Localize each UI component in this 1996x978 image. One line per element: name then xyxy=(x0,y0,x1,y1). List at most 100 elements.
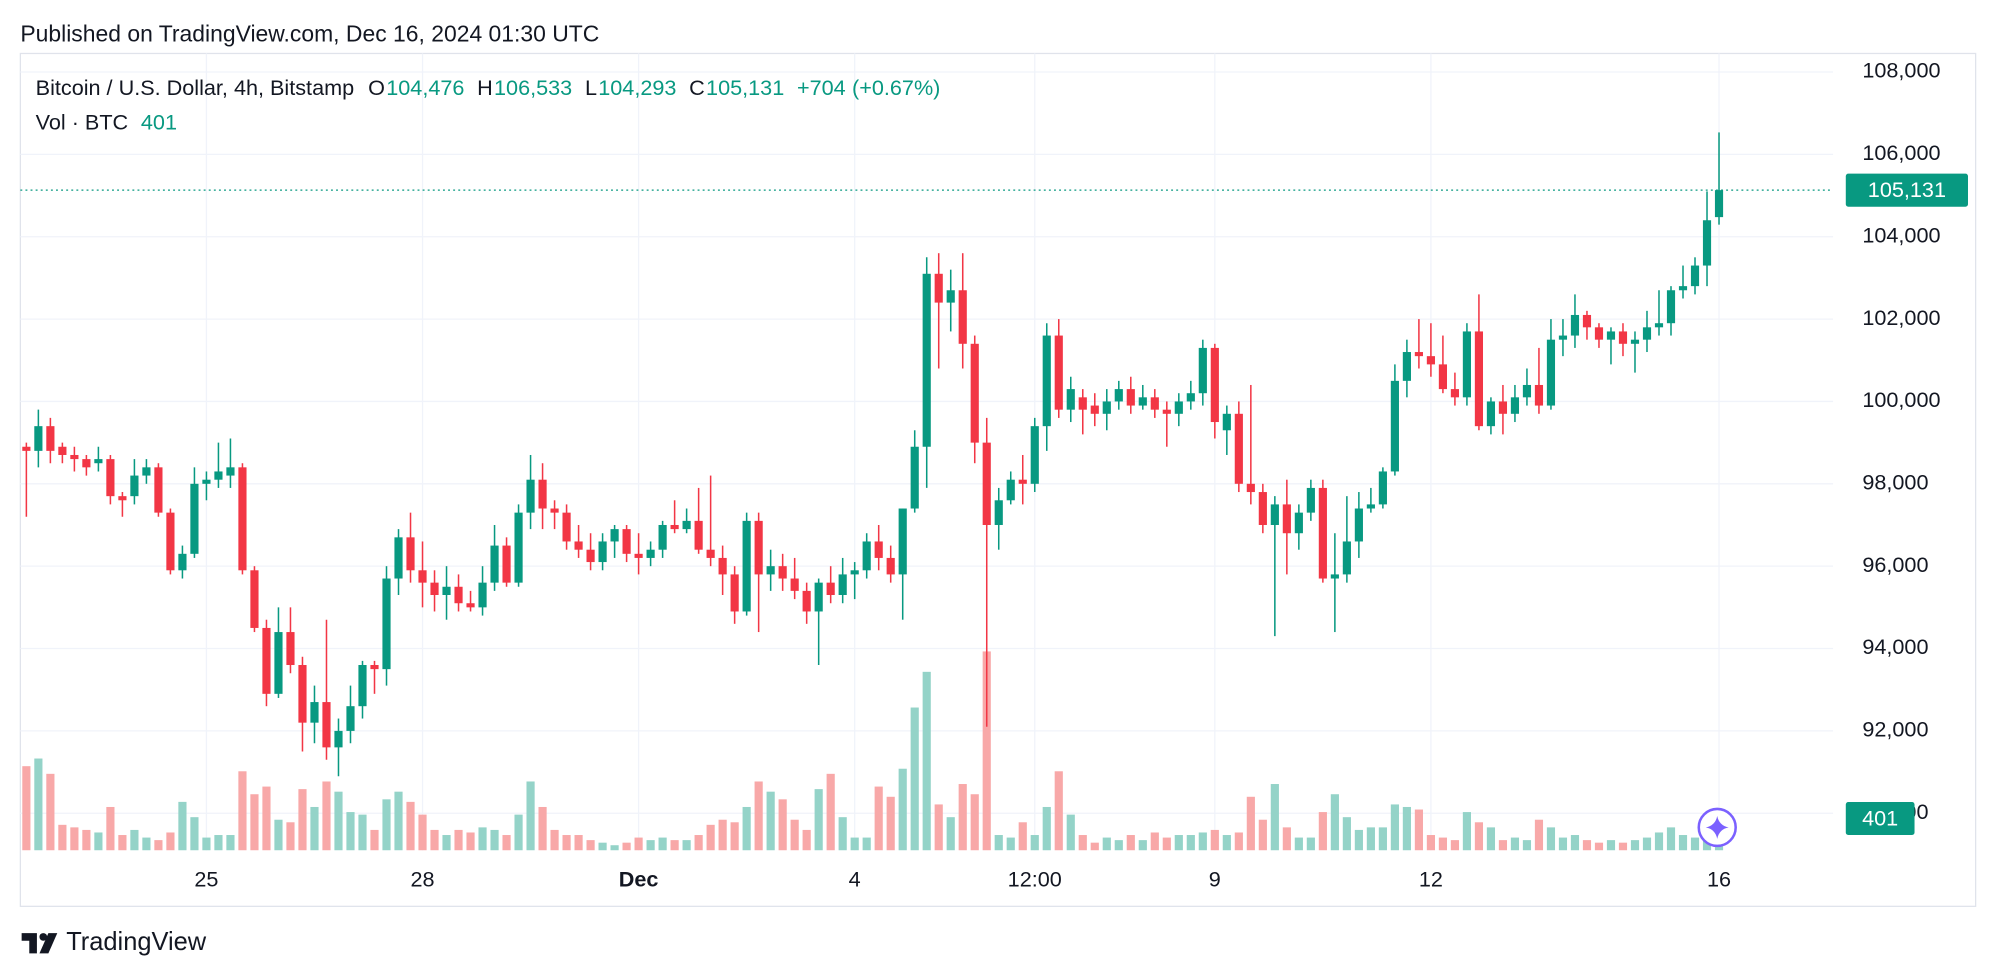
candle-body xyxy=(1654,323,1664,328)
logo-slash xyxy=(39,933,58,954)
volume-bar xyxy=(838,817,847,851)
x-tick-label: 16 xyxy=(1707,867,1731,892)
volume-value: 401 xyxy=(141,109,177,134)
volume-bar xyxy=(862,837,871,851)
volume-bar xyxy=(454,829,463,851)
volume-bar xyxy=(478,827,487,851)
candle-body xyxy=(970,343,979,443)
candle-body xyxy=(1618,331,1628,344)
volume-bar xyxy=(154,840,163,851)
volume-bar xyxy=(730,822,739,851)
candle-body xyxy=(622,529,631,554)
volume-bar xyxy=(298,789,307,851)
volume-bar xyxy=(850,837,859,851)
candle-body xyxy=(142,467,151,476)
candle-body xyxy=(1138,397,1147,406)
plot-area xyxy=(22,132,1724,851)
candle-body xyxy=(574,541,583,550)
volume-bar xyxy=(250,794,259,851)
volume-bar xyxy=(1102,837,1111,851)
volume-bar xyxy=(322,781,331,851)
ohlc-letter: H xyxy=(477,75,493,100)
volume-bar xyxy=(178,801,187,851)
x-tick-label: 4 xyxy=(849,867,861,892)
candle-body xyxy=(1258,492,1267,525)
legend-line: Bitcoin / U.S. Dollar, 4h, Bitstamp O104,… xyxy=(36,75,941,100)
candle-body xyxy=(1486,401,1496,427)
tradingview-logo: TradingView xyxy=(21,928,207,956)
volume-bar xyxy=(1138,840,1147,851)
volume-bar xyxy=(1006,837,1015,851)
volume-bar xyxy=(946,817,955,851)
candle-body xyxy=(130,475,139,497)
candle-body xyxy=(658,524,667,550)
volume-bar xyxy=(1294,837,1303,851)
y-tick-label: 104,000 xyxy=(1862,222,1940,247)
volume-label: 401 xyxy=(1862,805,1898,830)
volume-bar xyxy=(814,789,823,851)
volume-bar xyxy=(1570,835,1580,851)
volume-bar xyxy=(1306,837,1315,851)
volume-bar xyxy=(418,814,427,851)
volume-bar xyxy=(694,835,703,851)
volume-bar xyxy=(1198,832,1207,851)
candle-body xyxy=(1162,409,1171,414)
volume-bar xyxy=(1378,827,1387,851)
volume-bar xyxy=(766,791,775,851)
volume-bar xyxy=(598,842,607,851)
candle-body xyxy=(1522,384,1532,398)
candle-body xyxy=(1066,389,1075,410)
volume-bar xyxy=(502,835,511,851)
volume-bar xyxy=(538,806,547,851)
volume-bar xyxy=(562,835,571,851)
candle-body xyxy=(1030,426,1039,484)
volume-bar xyxy=(442,835,451,851)
candle-body xyxy=(1606,331,1616,340)
last-price-label: 105,131 xyxy=(1868,177,1946,202)
volume-bar xyxy=(646,840,655,851)
candle-body xyxy=(550,508,559,513)
volume-bar xyxy=(526,781,535,851)
volume-bar xyxy=(1354,829,1363,851)
volume-bar xyxy=(1414,809,1423,851)
volume-bar xyxy=(238,771,247,851)
candle-body xyxy=(274,632,283,694)
volume-bar xyxy=(1630,840,1640,851)
candle-body xyxy=(1342,541,1351,575)
volume-bar xyxy=(1678,835,1688,851)
candle-body xyxy=(1090,405,1099,414)
x-tick-label: 25 xyxy=(194,867,218,892)
ai-assistant-icon[interactable] xyxy=(1705,815,1729,839)
candle-body xyxy=(346,706,355,731)
volume-bar xyxy=(550,829,559,851)
candle-body xyxy=(166,512,175,571)
candle-body xyxy=(1270,504,1279,525)
x-tick-label: 9 xyxy=(1209,867,1221,892)
candle-body xyxy=(898,508,907,575)
candle-body xyxy=(874,541,883,558)
volume-bar xyxy=(1318,812,1327,851)
candle-body xyxy=(1594,327,1604,340)
volume-bar xyxy=(262,786,271,851)
candle-body xyxy=(454,586,463,604)
candle-body xyxy=(1174,401,1183,414)
ai-assistant-button[interactable] xyxy=(1697,807,1737,848)
volume-bar xyxy=(790,819,799,851)
ohlc-letter: C xyxy=(689,75,705,100)
candle-body xyxy=(730,574,739,612)
candle-body xyxy=(670,524,679,530)
candle-body xyxy=(1498,401,1508,414)
candle-body xyxy=(562,512,571,542)
volume-bar xyxy=(466,832,475,851)
candle-body xyxy=(1450,389,1459,398)
candle-body xyxy=(1186,393,1195,402)
candle-body xyxy=(34,426,43,451)
volume-bar xyxy=(1546,827,1556,851)
chart-frame xyxy=(19,52,1977,907)
volume-label-box xyxy=(1845,801,1915,836)
volume-bar xyxy=(898,768,907,851)
candle-body xyxy=(1546,339,1556,406)
candle-body xyxy=(262,627,271,694)
candle-body xyxy=(1246,483,1255,493)
